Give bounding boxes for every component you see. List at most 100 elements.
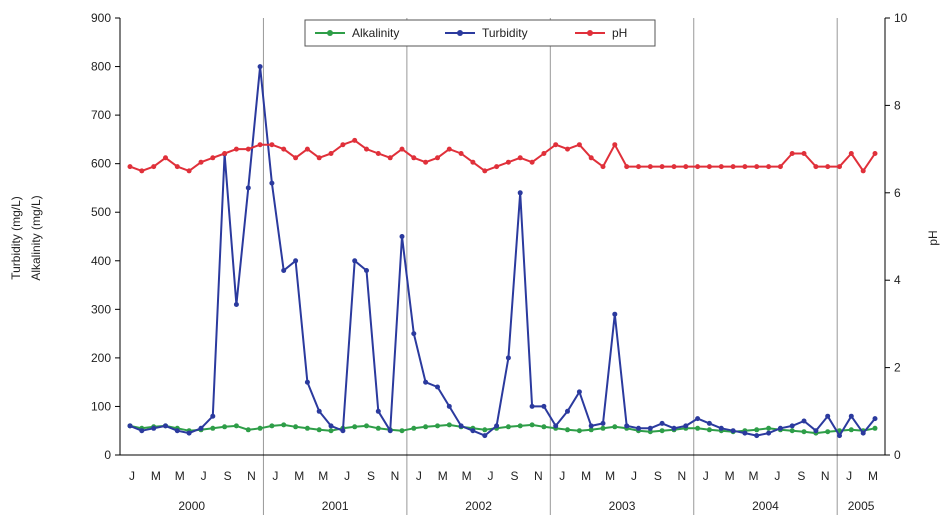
data-point-ph (730, 164, 736, 170)
data-point-ph (553, 142, 559, 148)
data-point-ph (375, 151, 381, 156)
data-point-ph (304, 146, 310, 152)
data-point-turbidity (127, 423, 133, 429)
data-point-ph (352, 137, 358, 143)
data-point-alkalinity (588, 427, 594, 433)
data-point-alkalinity (612, 424, 618, 430)
data-point-turbidity (730, 428, 736, 434)
data-point-alkalinity (541, 424, 547, 430)
data-point-turbidity (151, 425, 157, 431)
data-point-alkalinity (695, 425, 701, 431)
y-left-tick-label: 900 (91, 11, 111, 25)
data-point-alkalinity (245, 427, 251, 433)
data-point-ph (766, 164, 772, 170)
data-point-turbidity (375, 408, 381, 414)
x-month-label: S (367, 469, 375, 483)
x-month-label: J (416, 469, 422, 483)
data-point-ph (718, 164, 724, 170)
data-point-turbidity (423, 379, 429, 385)
data-point-alkalinity (210, 425, 216, 431)
data-point-ph (612, 142, 618, 148)
data-point-ph (636, 164, 641, 170)
y-left-tick-label: 600 (91, 157, 111, 171)
x-month-label: S (510, 469, 518, 483)
data-point-ph (671, 164, 677, 170)
data-point-ph (565, 146, 570, 152)
data-point-alkalinity (435, 423, 440, 429)
data-point-ph (860, 168, 866, 174)
data-point-ph (647, 164, 653, 170)
data-point-ph (411, 155, 417, 161)
y-left-axis-title-line2: Alkalinity (mg/L) (29, 195, 43, 280)
data-point-alkalinity (576, 428, 582, 434)
data-point-alkalinity (600, 425, 606, 431)
data-point-turbidity (742, 430, 748, 436)
data-point-ph (186, 168, 192, 174)
data-point-turbidity (766, 430, 772, 436)
data-point-ph (588, 155, 594, 161)
data-point-alkalinity (364, 423, 369, 429)
x-month-label: N (391, 469, 400, 483)
legend-label-ph: pH (612, 26, 627, 40)
data-point-turbidity (624, 423, 630, 429)
x-month-label: J (846, 469, 852, 483)
x-year-label: 2002 (465, 499, 492, 513)
x-year-label: 2005 (848, 499, 875, 513)
data-point-ph (458, 151, 464, 156)
data-point-alkalinity (482, 427, 488, 433)
data-point-ph (222, 151, 228, 156)
series-line-turbidity (129, 65, 876, 437)
x-month-label: N (534, 469, 543, 483)
x-month-label: J (201, 469, 207, 483)
y-left-tick-label: 0 (104, 448, 111, 462)
data-point-ph (494, 164, 500, 170)
data-point-alkalinity (872, 425, 878, 431)
data-point-ph (127, 164, 133, 170)
data-point-alkalinity (257, 425, 263, 431)
data-point-ph (446, 146, 452, 152)
x-month-label: M (868, 469, 878, 483)
data-point-turbidity (293, 258, 299, 264)
data-point-turbidity (600, 420, 606, 426)
data-point-turbidity (470, 428, 476, 434)
data-point-turbidity (482, 433, 488, 439)
data-point-ph (281, 146, 287, 152)
data-point-alkalinity (565, 427, 570, 433)
data-point-alkalinity (281, 422, 287, 428)
x-month-label: M (749, 469, 759, 483)
data-point-turbidity (505, 355, 511, 361)
x-month-label: M (581, 469, 591, 483)
data-point-ph (837, 164, 842, 170)
data-point-turbidity (163, 423, 168, 429)
x-month-label: N (821, 469, 830, 483)
data-point-turbidity (789, 423, 795, 429)
data-point-ph (624, 164, 630, 170)
data-point-ph (695, 164, 701, 170)
x-month-label: M (438, 469, 448, 483)
data-point-alkalinity (269, 423, 275, 429)
y-right-tick-label: 0 (894, 448, 901, 462)
x-month-label: J (703, 469, 709, 483)
x-month-label: M (605, 469, 615, 483)
data-point-turbidity (683, 423, 689, 429)
x-month-label: J (631, 469, 637, 483)
data-point-ph (435, 155, 440, 161)
y-left-tick-label: 200 (91, 351, 111, 365)
x-month-label: N (677, 469, 686, 483)
data-point-ph (505, 159, 511, 165)
data-point-turbidity (588, 423, 594, 429)
data-point-turbidity (340, 428, 346, 434)
data-point-ph (316, 155, 322, 161)
y-left-tick-label: 500 (91, 205, 111, 219)
data-point-turbidity (706, 420, 712, 426)
data-point-turbidity (352, 258, 358, 264)
data-point-turbidity (446, 403, 452, 409)
y-left-tick-label: 800 (91, 60, 111, 74)
data-point-turbidity (198, 425, 204, 431)
data-point-ph (848, 151, 854, 156)
x-year-label: 2004 (752, 499, 779, 513)
data-point-ph (825, 164, 831, 170)
legend-marker-turbidity (457, 30, 463, 36)
